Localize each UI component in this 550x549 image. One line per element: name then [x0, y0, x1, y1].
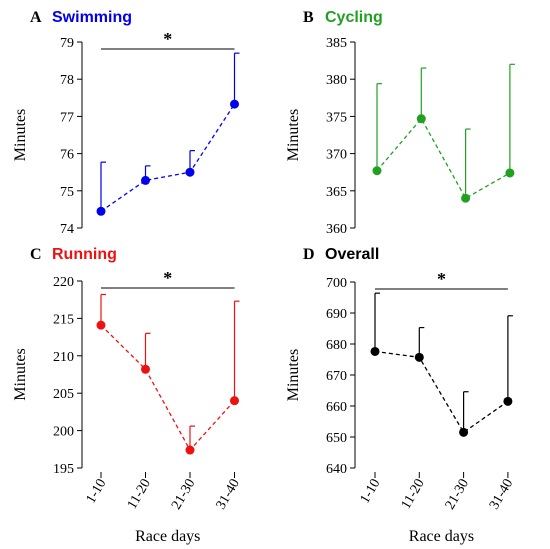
panel-letter: B	[303, 9, 314, 26]
y-tick-label: 640	[326, 462, 347, 477]
y-tick-label: 670	[326, 369, 347, 384]
x-tick-label: 21-30	[443, 477, 472, 513]
y-tick-label: 385	[326, 36, 347, 51]
y-tick-label: 74	[60, 222, 74, 237]
data-point	[96, 206, 106, 216]
data-point	[230, 396, 239, 406]
x-tick-label: 31-40	[487, 477, 516, 513]
panel-title: Swimming	[52, 9, 132, 26]
panel-title: Cycling	[325, 9, 383, 26]
series-line	[376, 117, 511, 200]
y-tick-label: 365	[326, 185, 347, 200]
x-tick-label: 11-20	[399, 477, 428, 512]
panel-c: C Running 195 200 205 210 215 220 Minutes 1-10 11-…	[12, 246, 243, 545]
data-point	[372, 166, 382, 176]
y-tick-label: 78	[60, 73, 74, 88]
data-point	[230, 99, 239, 109]
series-line	[374, 350, 509, 434]
significance-star: *	[437, 269, 446, 289]
y-axis-title: Minutes	[285, 349, 302, 401]
y-tick-label: 215	[53, 312, 74, 327]
y-tick-label: 75	[60, 185, 74, 200]
x-tick-label: 1-10	[84, 477, 110, 507]
panel-letter: A	[30, 9, 42, 26]
panel-d: D Overall 640 650 660 670 680 690 700 Minutes 1-10…	[285, 246, 516, 545]
data-point	[461, 193, 471, 203]
data-point	[185, 445, 195, 455]
data-point	[459, 427, 469, 437]
significance-star: *	[163, 268, 172, 288]
data-point	[505, 168, 515, 178]
y-tick-label: 370	[326, 148, 347, 163]
panel-title: Overall	[325, 246, 379, 263]
y-tick-label: 79	[60, 36, 74, 51]
y-axis-title: Minutes	[12, 348, 29, 400]
data-point	[185, 167, 195, 177]
y-tick-label: 660	[326, 400, 347, 415]
x-axis-title: Race days	[135, 528, 200, 545]
y-tick-label: 220	[53, 275, 74, 290]
x-tick-label: 31-40	[214, 477, 243, 513]
y-tick-label: 210	[53, 350, 74, 365]
panel-a: A Swimming 74 75 76 77 78 79 Minutes *	[12, 9, 240, 237]
x-axis-title: Race days	[409, 528, 474, 545]
panel-b: B Cycling 360 365 370 375 380 385 Minutes	[285, 9, 515, 237]
y-tick-label: 700	[326, 276, 347, 291]
data-point	[141, 364, 150, 374]
data-point	[503, 396, 513, 406]
series-line	[100, 103, 236, 212]
y-tick-label: 205	[53, 387, 74, 402]
y-axis-title: Minutes	[12, 109, 29, 161]
panel-letter: C	[30, 246, 42, 263]
data-point	[414, 352, 424, 362]
data-point	[141, 175, 150, 185]
series-line	[100, 324, 235, 452]
data-point	[370, 346, 380, 356]
data-point	[96, 320, 106, 330]
x-tick-label: 11-20	[125, 477, 154, 512]
y-tick-label: 200	[53, 425, 74, 440]
y-tick-label: 375	[326, 110, 347, 125]
panel-title: Running	[52, 246, 117, 263]
y-tick-label: 360	[326, 222, 347, 237]
significance-star: *	[163, 29, 172, 49]
y-tick-label: 380	[326, 73, 347, 88]
data-point	[416, 114, 426, 124]
x-tick-label: 1-10	[358, 477, 384, 507]
y-axis-title: Minutes	[285, 109, 302, 161]
panel-letter: D	[303, 246, 315, 263]
y-tick-label: 680	[326, 338, 347, 353]
y-tick-label: 690	[326, 307, 347, 322]
y-tick-label: 76	[60, 148, 74, 163]
y-tick-label: 650	[326, 431, 347, 446]
x-tick-label: 21-30	[169, 477, 198, 513]
y-tick-label: 195	[53, 462, 74, 477]
y-tick-label: 77	[60, 110, 74, 125]
